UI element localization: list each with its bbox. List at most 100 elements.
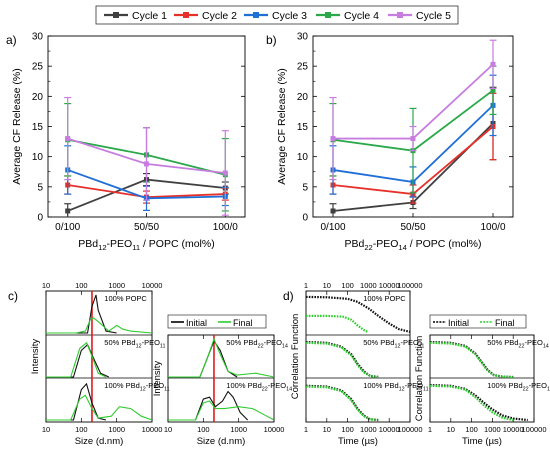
subplot-3: 100% PBd12​-PEO11​ xyxy=(305,381,429,422)
plot-frame xyxy=(167,334,275,423)
subplot-label: 100% PBd22​-PEO14​ xyxy=(487,381,550,392)
legend-final-label: Final xyxy=(495,318,515,328)
panel-letter: d) xyxy=(283,289,294,303)
text-span: 50 xyxy=(226,338,234,347)
data-point xyxy=(65,136,71,142)
x-tick-label-top: 100 xyxy=(341,281,354,290)
x-tick-label: 100 xyxy=(465,425,478,434)
final-curve xyxy=(305,341,379,379)
text-span: 11 xyxy=(164,386,170,392)
text-span: -PEO xyxy=(405,381,424,390)
text-span: % PBd xyxy=(376,381,399,390)
x-tick-label: 10 xyxy=(42,425,50,434)
initial-curve xyxy=(429,340,514,379)
text-span: 14 xyxy=(543,343,549,349)
text-span: 11 xyxy=(423,386,429,392)
y-tick-label: 5 xyxy=(302,182,308,193)
y-tick-label: 15 xyxy=(32,122,44,133)
x-tick-label: 1000 xyxy=(230,425,247,434)
x-tick-label: 100000 xyxy=(521,425,546,434)
final-curve xyxy=(46,394,153,421)
series-5 xyxy=(64,96,229,216)
text-span: PBd xyxy=(78,238,98,250)
final-curve xyxy=(46,341,107,378)
text-span: -PEO xyxy=(529,381,548,390)
x-tick-label-top: 10000 xyxy=(379,281,400,290)
x-tick-label-top: 100000 xyxy=(397,281,422,290)
text-span: 22 xyxy=(523,386,529,392)
data-point xyxy=(490,87,496,93)
x-tick-label: 10 xyxy=(164,425,172,434)
x-tick-label: 50/50 xyxy=(400,222,425,233)
y-axis-label: Average CF Release (%) xyxy=(276,68,288,185)
legend-label-1: Cycle 1 xyxy=(132,10,167,22)
panel-letter: b) xyxy=(266,33,277,47)
text-span: 22 xyxy=(364,243,372,252)
text-span: 14 xyxy=(282,343,288,349)
panel-d-chart: 1110101001001000100010000100001000001000… xyxy=(283,281,550,447)
x-axis-label: Time (µs) xyxy=(338,436,378,447)
initial-curve xyxy=(168,390,249,421)
text-span: -PEO xyxy=(268,381,287,390)
subplot-4: 50% PBd22​-PEO14​ xyxy=(168,337,288,378)
final-curve xyxy=(429,341,514,379)
final-curve xyxy=(168,337,275,378)
y-tick-label: 10 xyxy=(297,152,309,163)
text-span: -PEO xyxy=(373,238,399,250)
text-span: % POPC xyxy=(376,294,407,303)
x-axis-label: PBd22​-PEO14​ / POPC (mol%) xyxy=(344,238,481,252)
legend-label-2: Cycle 2 xyxy=(202,10,237,22)
text-span: 50 xyxy=(363,338,371,347)
subplot-legend xyxy=(167,314,267,329)
x-tick-label-top: 100 xyxy=(75,281,88,290)
x-tick-label-top: 1000 xyxy=(108,281,125,290)
subplot-label: 50% PBd12​-PEO11​ xyxy=(104,338,165,349)
x-axis-label: Time (µs) xyxy=(462,436,502,447)
final-curve xyxy=(306,314,369,334)
subplot-2: 50% PBd12​-PEO11​ xyxy=(305,338,424,379)
legend-initial-label: Initial xyxy=(186,318,207,328)
x-tick-label: 10000 xyxy=(503,425,524,434)
initial-curve xyxy=(305,384,379,422)
text-span: / POPC (mol%) xyxy=(140,238,215,250)
text-span: % PBd xyxy=(372,338,395,347)
subplot-label: 100% PBd12​-PEO11​ xyxy=(104,381,169,392)
x-axis-label: PBd12​-PEO11​ / POPC (mol%) xyxy=(78,238,214,252)
subplot-5: 100% PBd22​-PEO14​ xyxy=(429,381,550,422)
x-tick-label: 1 xyxy=(428,425,432,434)
y-tick-label: 25 xyxy=(32,62,44,73)
subplot-label: 100% PBd22​-PEO14​ xyxy=(226,381,292,392)
x-axis-label: Size (d.nm) xyxy=(197,436,246,447)
legend-marker-2 xyxy=(183,12,189,18)
y-tick-label: 20 xyxy=(32,92,44,103)
data-point xyxy=(144,161,149,167)
x-tick-label: 1000 xyxy=(360,425,377,434)
text-span: % PBd xyxy=(235,338,258,347)
text-span: 14 xyxy=(547,386,550,392)
text-span: 22 xyxy=(262,386,268,392)
initial-curve xyxy=(46,343,110,378)
panel-c-chart: 10 10 100 100 1000 1000 10000 10000 Size (d.nm) I… xyxy=(8,281,292,447)
data-point xyxy=(410,136,416,142)
text-span: 100 xyxy=(104,381,117,390)
text-span: 12 xyxy=(136,343,142,349)
subplot-legend xyxy=(429,314,527,329)
final-curve xyxy=(46,317,153,334)
text-span: 14 xyxy=(398,243,406,252)
text-span: -PEO xyxy=(400,338,419,347)
x-tick-label: 10000 xyxy=(379,425,400,434)
text-span: -PEO xyxy=(107,238,133,250)
text-span: 100 xyxy=(363,294,376,303)
legend-marker-1 xyxy=(113,12,119,18)
initial-curve xyxy=(46,382,107,421)
panel-letter: c) xyxy=(8,289,18,303)
x-tick-label: 1 xyxy=(304,425,308,434)
x-tick-label-top: 10000 xyxy=(142,281,163,290)
text-span: 22 xyxy=(518,343,524,349)
legend-initial-label: Initial xyxy=(448,318,469,328)
text-span: 14 xyxy=(286,386,292,392)
x-tick-label: 1000 xyxy=(484,425,501,434)
data-point xyxy=(330,136,336,142)
subplot-label: 50% PBd22​-PEO14​ xyxy=(487,338,549,349)
panel-letter: a) xyxy=(6,33,17,47)
